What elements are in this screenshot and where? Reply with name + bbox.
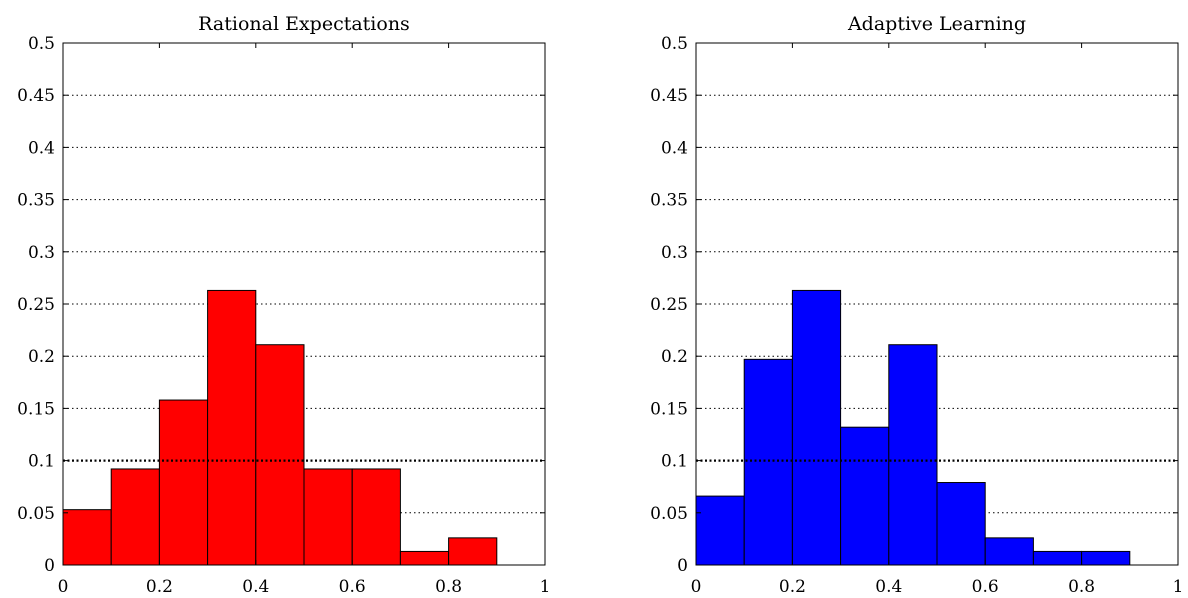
- histogram-bar: [936, 482, 986, 566]
- histogram-bar: [743, 358, 793, 566]
- x-tick-label: 0.2: [779, 577, 806, 597]
- histogram-bar: [351, 468, 401, 566]
- y-tick-label: 0: [677, 556, 688, 576]
- histogram-bar: [695, 495, 745, 566]
- y-tick-label: 0.45: [17, 86, 55, 106]
- histogram-bar: [158, 399, 209, 566]
- chart-rational-expectations: Rational Expectations 0 0.05 0.1 0.15 0.2 0.2…: [17, 13, 550, 597]
- x-tick-label: 0.8: [1068, 577, 1095, 597]
- y-tick-label: 0.25: [650, 295, 688, 315]
- histogram-bar: [888, 344, 938, 566]
- y-tick-label: 0.1: [661, 452, 688, 472]
- y-tick-label: 0.3: [661, 243, 688, 263]
- y-tick-label: 0.05: [650, 504, 688, 524]
- histogram-bar: [1081, 550, 1131, 566]
- y-tick-label: 0.4: [661, 138, 688, 158]
- x-tick-label: 0.4: [242, 577, 269, 597]
- x-tick-label: 0: [691, 577, 702, 597]
- x-tick-label: 1: [540, 577, 551, 597]
- y-tick-label: 0.35: [17, 191, 55, 211]
- histogram-bar: [1032, 550, 1083, 566]
- y-tick-label: 0.35: [650, 191, 688, 211]
- histogram-bar: [207, 289, 257, 566]
- x-tick-label: 0.6: [972, 577, 999, 597]
- y-tick-label: 0.5: [28, 34, 55, 54]
- y-tick-label: 0.45: [650, 86, 688, 106]
- x-tick-label: 0: [58, 577, 69, 597]
- histogram-bar: [448, 537, 498, 566]
- chart-adaptive-learning: Adaptive Learning 0 0.05 0.1 0.15 0.2 0.25 0.3…: [650, 13, 1183, 597]
- y-tick-label: 0.2: [661, 347, 688, 367]
- histogram-bar: [840, 426, 890, 566]
- histogram-bar: [399, 550, 450, 566]
- histogram-bar: [255, 344, 305, 566]
- y-tick-label: 0.5: [661, 34, 688, 54]
- histogram-bar: [303, 468, 353, 566]
- x-tick-label: 0.8: [435, 577, 462, 597]
- y-tick-label: 0.2: [28, 347, 55, 367]
- x-tick-label: 1: [1173, 577, 1184, 597]
- chart-title: Adaptive Learning: [847, 13, 1026, 35]
- histogram-bar: [791, 289, 842, 566]
- y-tick-label: 0.05: [17, 504, 55, 524]
- y-tick-label: 0.4: [28, 138, 55, 158]
- y-tick-label: 0.15: [650, 399, 688, 419]
- histogram-bar: [984, 537, 1034, 566]
- histogram-bar: [62, 509, 112, 566]
- x-tick-label: 0.2: [146, 577, 173, 597]
- chart-title: Rational Expectations: [198, 13, 410, 35]
- x-tick-label: 0.4: [875, 577, 902, 597]
- y-tick-label: 0: [44, 556, 55, 576]
- y-tick-label: 0.1: [28, 452, 55, 472]
- histogram-bar: [110, 468, 160, 566]
- y-tick-label: 0.15: [17, 399, 55, 419]
- x-tick-label: 0.6: [339, 577, 366, 597]
- y-tick-label: 0.3: [28, 243, 55, 263]
- y-tick-label: 0.25: [17, 295, 55, 315]
